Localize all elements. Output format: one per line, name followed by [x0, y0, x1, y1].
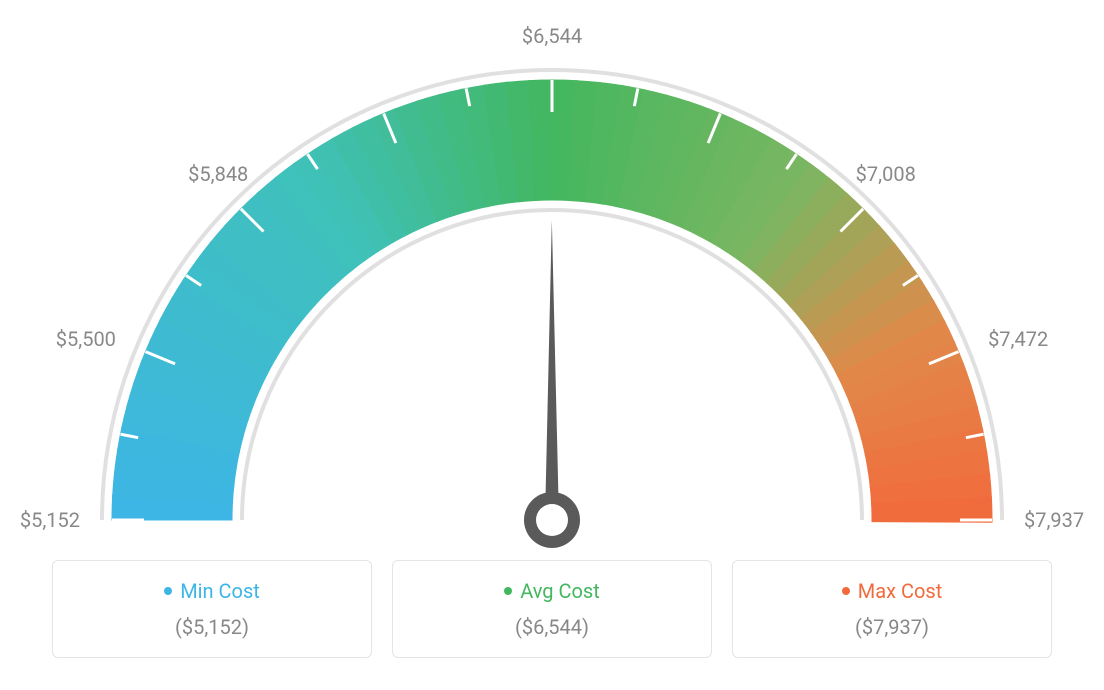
gauge-tick-label: $5,848	[188, 162, 248, 186]
legend-title: Max Cost	[842, 579, 943, 603]
legend-dot-icon	[842, 587, 850, 595]
legend-label: Min Cost	[180, 579, 260, 603]
gauge-tick-label: $6,544	[522, 24, 582, 48]
gauge-tick-label: $7,472	[988, 327, 1048, 351]
gauge-tick-label: $7,937	[1024, 508, 1084, 532]
gauge-tick-label: $5,152	[20, 508, 80, 532]
legend-value: ($6,544)	[393, 615, 711, 639]
legend-title: Min Cost	[164, 579, 260, 603]
legend-dot-icon	[504, 587, 512, 595]
gauge-tick-label: $5,500	[56, 327, 116, 351]
legend-card: Avg Cost ($6,544)	[392, 560, 712, 658]
gauge-tick-label: $7,008	[856, 162, 916, 186]
legend-title: Avg Cost	[504, 579, 600, 603]
legend-card: Max Cost ($7,937)	[732, 560, 1052, 658]
legend-row: Min Cost ($5,152) Avg Cost ($6,544) Max Cost…	[20, 560, 1084, 658]
legend-dot-icon	[164, 587, 172, 595]
legend-card: Min Cost ($5,152)	[52, 560, 372, 658]
legend-value: ($7,937)	[733, 615, 1051, 639]
gauge-svg	[20, 20, 1084, 550]
gauge-chart: $5,152 $5,500 $5,848 $6,544 $7,008 $7,472 $7,9…	[20, 20, 1084, 550]
legend-label: Avg Cost	[520, 579, 600, 603]
legend-value: ($5,152)	[53, 615, 371, 639]
legend-label: Max Cost	[858, 579, 943, 603]
